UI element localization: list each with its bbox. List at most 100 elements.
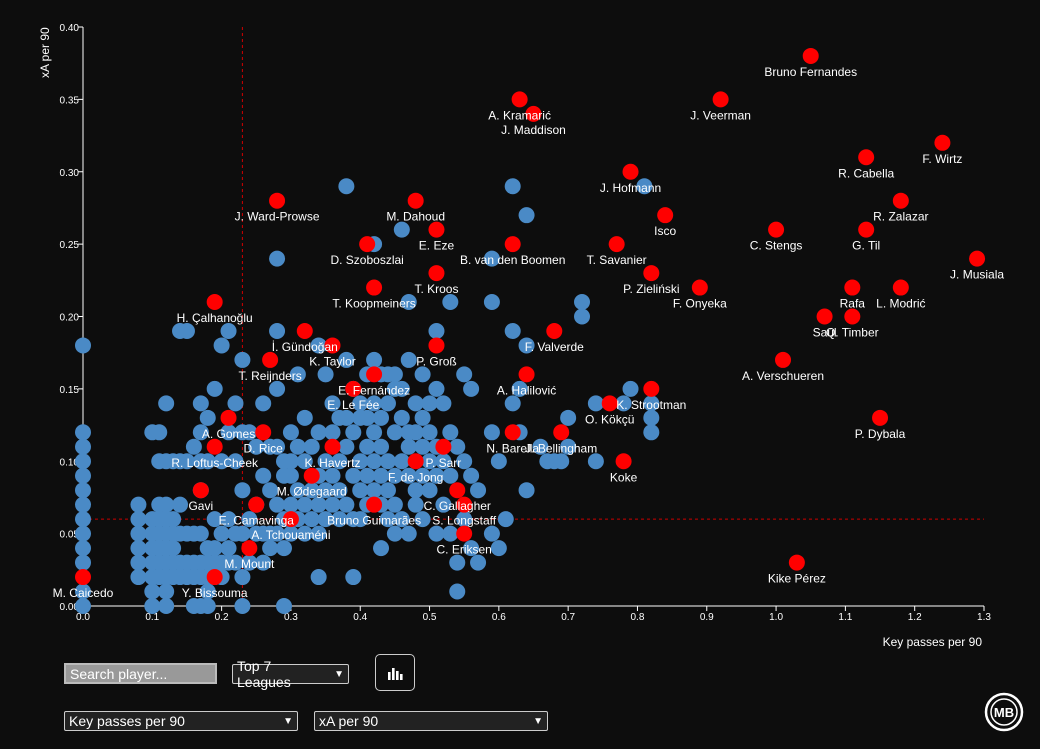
player-label: E. Camavinga [219, 514, 295, 528]
highlighted-player-point [816, 308, 833, 325]
player-point [158, 395, 175, 412]
player-point [352, 453, 369, 470]
player-label: F. Valverde [525, 340, 584, 354]
player-point [386, 424, 403, 441]
highlighted-player-point [192, 482, 209, 499]
scatter-chart: 0.0 0.1 0.2 0.3 0.4 0.5 0.6 0.7 0.8 0.9 1.0 1.1 1.2 1… [38, 23, 1004, 649]
player-point [393, 511, 410, 528]
player-point [366, 424, 383, 441]
player-point [373, 409, 390, 426]
player-point [317, 366, 334, 383]
player-point [130, 496, 147, 513]
player-point [289, 482, 306, 499]
y-metric-select[interactable]: xA per 90 ▼ [314, 711, 548, 731]
player-point [324, 467, 341, 484]
player-point [269, 438, 286, 455]
player-label: H. Çalhanoğlu [177, 311, 253, 325]
highlighted-player-point [324, 337, 341, 354]
player-point [269, 525, 286, 542]
player-point [373, 540, 390, 557]
player-point [158, 496, 175, 513]
player-point [366, 351, 383, 368]
search-input[interactable] [64, 663, 217, 684]
player-label: P. Dybala [855, 427, 906, 441]
player-label: Rafa [840, 297, 866, 311]
player-label: P. Groß [416, 354, 456, 368]
player-point [470, 554, 487, 571]
player-label: M. Ødegaard [277, 485, 347, 499]
player-point [470, 482, 487, 499]
player-point [331, 482, 348, 499]
player-point [504, 395, 521, 412]
highlighted-player-point [768, 221, 785, 238]
player-point [497, 511, 514, 528]
highlighted-player-point [206, 569, 223, 586]
player-point [165, 511, 182, 528]
player-point [227, 395, 244, 412]
highlighted-player-point [511, 91, 528, 108]
player-point [178, 322, 195, 339]
league-select-value: Top 7 Leagues [237, 658, 291, 690]
player-point [317, 482, 334, 499]
highlighted-player-point [282, 511, 299, 528]
highlighted-player-point [206, 294, 223, 311]
player-label: D. Rice [244, 441, 284, 455]
player-label: T. Koopmeiners [332, 297, 415, 311]
player-point [144, 583, 161, 600]
player-point [386, 366, 403, 383]
player-point [574, 294, 591, 311]
player-label: E. Fernández [338, 383, 410, 397]
player-point [386, 496, 403, 513]
player-point [414, 467, 431, 484]
player-point [289, 366, 306, 383]
player-point [414, 511, 431, 528]
player-point [428, 467, 445, 484]
player-point [192, 424, 209, 441]
player-point [435, 395, 452, 412]
player-point [428, 525, 445, 542]
player-label: G. Til [852, 239, 880, 253]
player-point [393, 380, 410, 397]
player-point [518, 337, 535, 354]
player-point [379, 395, 396, 412]
player-point [407, 496, 424, 513]
player-point [248, 438, 265, 455]
player-point [234, 525, 251, 542]
player-point [393, 221, 410, 238]
chart-type-button[interactable] [375, 654, 415, 691]
player-label: M. Caicedo [53, 586, 114, 600]
player-point [352, 395, 369, 412]
highlighted-player-point [248, 496, 265, 513]
x-metric-select[interactable]: Key passes per 90 ▼ [64, 711, 298, 731]
player-label: L. Modrić [876, 297, 925, 311]
y-tick-label: 0.00 [60, 602, 80, 613]
player-point [400, 525, 417, 542]
y-tick-label: 0.35 [60, 95, 80, 106]
player-label: K. Taylor [309, 354, 355, 368]
player-point [324, 395, 341, 412]
player-point [518, 207, 535, 224]
player-label: Gavi [188, 499, 213, 513]
player-point [636, 178, 653, 195]
player-point [262, 482, 279, 499]
player-label: A. Kramarić [488, 108, 551, 122]
player-point [407, 395, 424, 412]
player-point [317, 453, 334, 470]
player-point [414, 409, 431, 426]
highlighted-player-point [296, 322, 313, 339]
league-select[interactable]: Top 7 Leagues ▼ [232, 658, 349, 690]
player-point [366, 453, 383, 470]
player-point [421, 482, 438, 499]
player-point [317, 511, 334, 528]
player-point [192, 525, 209, 542]
player-point [75, 598, 91, 614]
player-point [442, 525, 459, 542]
highlighted-players-points [75, 47, 986, 586]
highlighted-player-point [844, 308, 861, 325]
player-label: D. Szoboszlai [330, 253, 403, 267]
player-label: E. Eze [419, 239, 455, 253]
player-label: F. Wirtz [922, 152, 962, 166]
y-tick-label: 0.20 [60, 313, 80, 324]
player-point [75, 540, 91, 557]
player-point [574, 308, 591, 325]
